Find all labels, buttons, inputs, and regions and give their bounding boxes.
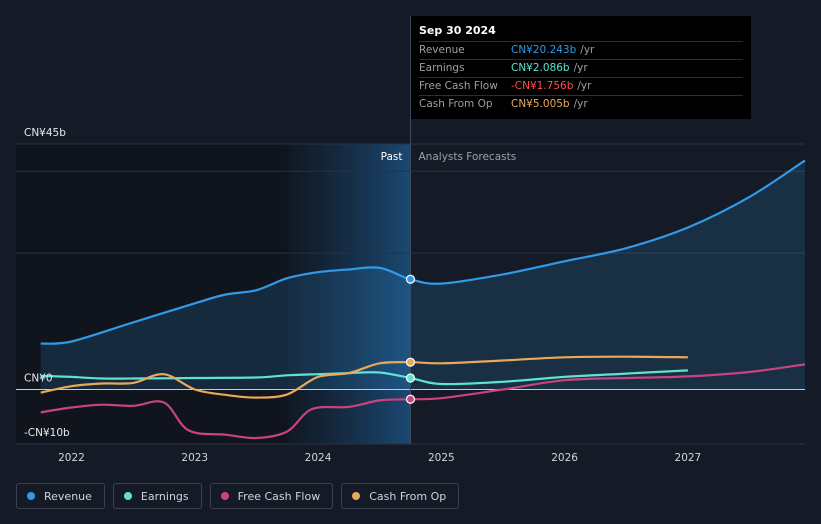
tooltip-value: -CN¥1.756b xyxy=(511,80,574,92)
tooltip-label: Cash From Op xyxy=(419,98,493,110)
legend-item-cash-from-op[interactable]: Cash From Op xyxy=(341,483,460,509)
free-cash-flow-line xyxy=(40,363,806,440)
tooltip-value: CN¥5.005b xyxy=(511,98,570,110)
tooltip-row-cash-from-op: Cash From Op CN¥5.005b /yr xyxy=(419,95,743,113)
past-label: Past xyxy=(381,151,403,163)
legend-item-earnings[interactable]: Earnings xyxy=(112,483,202,509)
tooltip-unit: /yr xyxy=(580,44,595,56)
chart-legend: Revenue Earnings Free Cash Flow Cash Fro… xyxy=(16,483,460,509)
legend-label: Free Cash Flow xyxy=(237,489,321,503)
free-cash-flow-marker[interactable] xyxy=(405,394,416,404)
series-areas xyxy=(40,160,805,390)
tooltip-unit: /yr xyxy=(573,62,588,74)
tooltip-date: Sep 30 2024 xyxy=(419,24,496,37)
legend-dot-icon xyxy=(123,492,132,500)
cash-from-op-marker[interactable] xyxy=(405,357,416,367)
tooltip-row-revenue: Revenue CN¥20.243b /yr xyxy=(419,41,743,59)
legend-dot-icon xyxy=(352,492,361,500)
tooltip-label: Free Cash Flow xyxy=(419,80,498,92)
y-tick-label: CN¥45b xyxy=(24,127,66,139)
earnings-marker[interactable] xyxy=(405,373,416,383)
legend-dot-icon xyxy=(27,492,35,500)
revenue-area xyxy=(40,160,805,390)
y-axis-labels: CN¥45b CN¥0 -CN¥10b xyxy=(24,127,70,439)
legend-label: Cash From Op xyxy=(369,489,447,503)
x-tick-label: 2027 xyxy=(675,452,702,464)
y-tick-label: -CN¥10b xyxy=(24,427,70,439)
tooltip-label: Revenue xyxy=(419,44,465,56)
legend-label: Revenue xyxy=(44,489,92,503)
x-axis-labels: 2022 2023 2024 2025 2026 2027 xyxy=(58,452,701,464)
revenue-line xyxy=(40,159,806,345)
x-tick-label: 2022 xyxy=(58,452,85,464)
legend-item-free-cash-flow[interactable]: Free Cash Flow xyxy=(209,483,334,509)
past-highlight-band xyxy=(287,144,411,444)
data-tooltip: Sep 30 2024 Revenue CN¥20.243b /yr Earni… xyxy=(411,16,751,119)
tooltip-unit: /yr xyxy=(573,98,588,110)
tooltip-value: CN¥2.086b xyxy=(511,62,570,74)
tooltip-label: Earnings xyxy=(419,62,465,74)
x-tick-label: 2023 xyxy=(181,452,208,464)
revenue-marker[interactable] xyxy=(405,274,416,284)
series-markers xyxy=(405,274,416,404)
tooltip-row-free-cash-flow: Free Cash Flow -CN¥1.756b /yr xyxy=(419,77,743,95)
y-tick-label: CN¥0 xyxy=(24,372,53,384)
legend-dot-icon xyxy=(220,492,229,500)
series-lines xyxy=(40,159,806,440)
tooltip-row-earnings: Earnings CN¥2.086b /yr xyxy=(419,59,743,77)
forecast-label: Analysts Forecasts xyxy=(419,151,517,163)
legend-item-revenue[interactable]: Revenue xyxy=(16,483,105,509)
x-tick-label: 2024 xyxy=(305,452,332,464)
x-tick-label: 2026 xyxy=(551,452,578,464)
x-tick-label: 2025 xyxy=(428,452,455,464)
legend-label: Earnings xyxy=(140,489,189,503)
cash-from-op-line xyxy=(40,355,688,399)
tooltip-unit: /yr xyxy=(577,80,592,92)
tooltip-value: CN¥20.243b xyxy=(511,44,577,56)
